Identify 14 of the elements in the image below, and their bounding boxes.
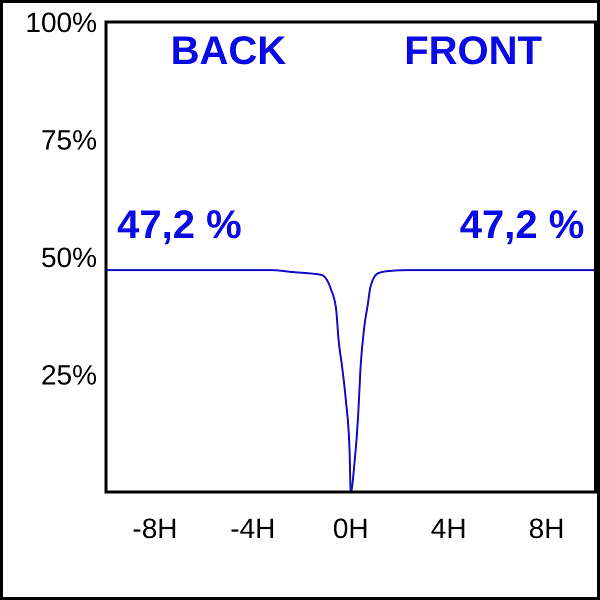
annotation: FRONT (404, 29, 542, 73)
x-tick-label: 8H (528, 512, 564, 544)
y-tick-label: 50% (40, 242, 97, 272)
line-series (106, 269, 596, 493)
annotation: 47,2 % (460, 203, 584, 248)
annotation: 47,2 % (117, 203, 242, 248)
y-tick-label: 25% (40, 359, 97, 390)
x-tick-label: 0H (332, 512, 369, 544)
y-tick-label: 75% (40, 124, 97, 155)
x-tick-label: -4H (230, 512, 276, 544)
x-tick-label: 4H (430, 512, 467, 544)
y-tick-label: 100% (25, 6, 97, 38)
annotation: BACK (170, 29, 286, 73)
x-tick-label: -8H (132, 512, 178, 544)
